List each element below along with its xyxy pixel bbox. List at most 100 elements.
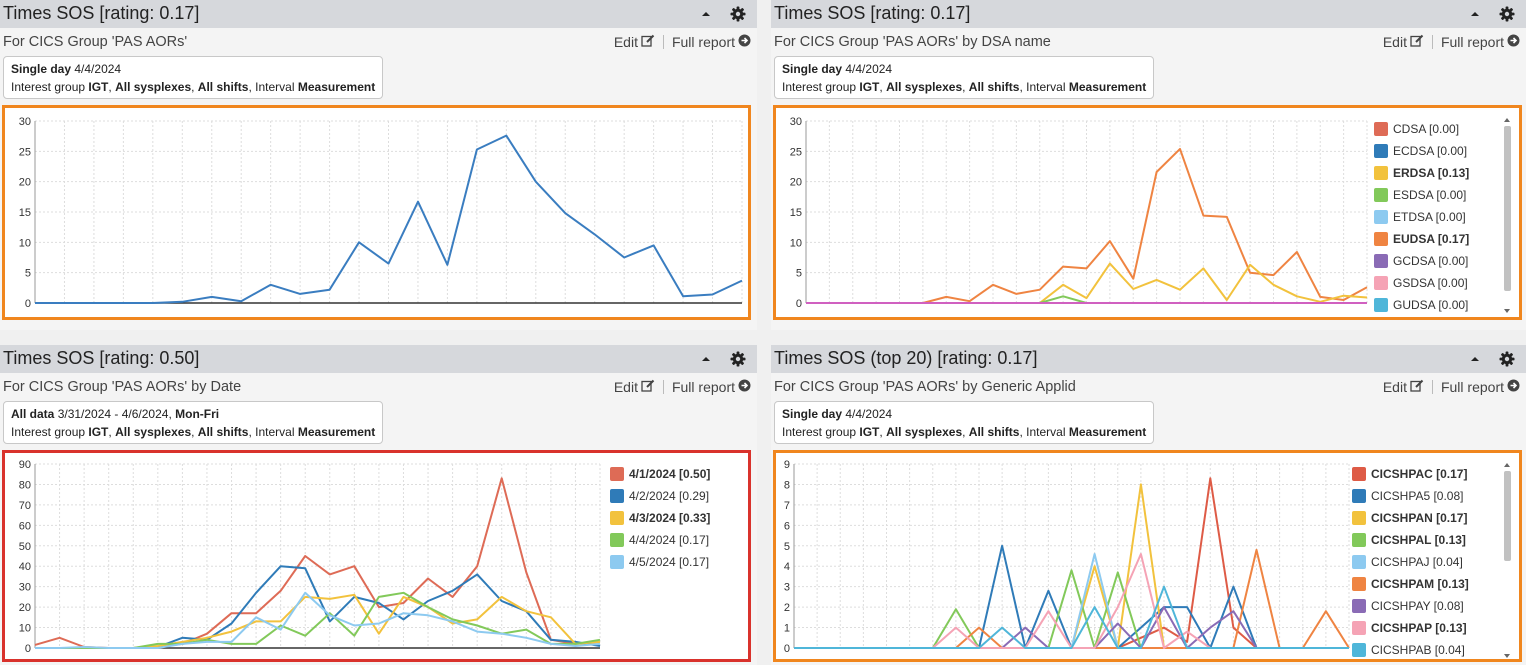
legend-item[interactable]: CICSHPAM [0.13]: [1352, 573, 1469, 595]
scroll-thumb[interactable]: [1504, 471, 1511, 561]
legend-label: 4/1/2024 [0.50]: [629, 467, 711, 481]
series-line[interactable]: [794, 585, 1349, 649]
legend-item[interactable]: CICSHPAN [0.17]: [1352, 507, 1469, 529]
full-report-link-label: Full report: [1440, 379, 1504, 395]
line-chart: 0 5 10 15 20 25 30: [19, 116, 743, 310]
y-tick-label: 7: [784, 500, 790, 512]
series-line[interactable]: [35, 591, 601, 649]
panel-title: Times SOS [rating: 0.17]: [774, 3, 971, 23]
filter-info-box[interactable]: Single day 4/4/2024 Interest group IGT, A…: [3, 56, 384, 99]
legend-scrollbar[interactable]: [1503, 118, 1513, 313]
filter-group-line: Interest group IGT, All sysplexes, All s…: [11, 425, 376, 439]
legend-item[interactable]: ETDSA [0.00]: [1374, 206, 1469, 228]
scroll-down-arrow[interactable]: [1504, 654, 1510, 658]
series-line[interactable]: [35, 134, 743, 304]
full-report-link[interactable]: Full report: [672, 34, 751, 50]
gear-icon[interactable]: [729, 5, 747, 23]
sysplex-value: All sysplexes: [115, 425, 192, 439]
legend-label: CICSHPAJ [0.04]: [1371, 555, 1463, 569]
filter-info-box[interactable]: Single day 4/4/2024 Interest group IGT, A…: [774, 401, 1155, 444]
legend-item[interactable]: ESDSA [0.00]: [1374, 184, 1469, 206]
interval-value: Measurement: [297, 80, 376, 94]
legend-item[interactable]: ERDSA [0.13]: [1374, 162, 1469, 184]
series-line[interactable]: [35, 591, 601, 649]
interval-label: Interval: [255, 425, 295, 439]
edit-link[interactable]: Edit: [1383, 379, 1424, 395]
panel-title: Times SOS (top 20) [rating: 0.17]: [774, 348, 1038, 368]
scroll-up-arrow[interactable]: [1504, 463, 1510, 467]
sysplex-value: All sysplexes: [886, 80, 963, 94]
legend-item[interactable]: CICSHPAL [0.13]: [1352, 529, 1469, 551]
legend-swatch: [1352, 555, 1366, 569]
edit-link[interactable]: Edit: [614, 379, 655, 395]
filter-group-line: Interest group IGT, All sysplexes, All s…: [11, 80, 376, 94]
shifts-value: All shifts: [968, 80, 1020, 94]
legend-item[interactable]: CDSA [0.00]: [1374, 118, 1469, 140]
y-tick-label: 80: [19, 479, 31, 491]
legend-swatch: [1352, 577, 1366, 591]
full-report-link[interactable]: Full report: [672, 379, 751, 395]
collapse-up-icon[interactable]: [1468, 6, 1482, 22]
y-tick-label: 0: [25, 643, 31, 655]
interval-value: Measurement: [1068, 425, 1147, 439]
filter-info-box[interactable]: All data 3/31/2024 - 4/6/2024, Mon-Fri In…: [3, 401, 384, 444]
legend-item[interactable]: EUDSA [0.17]: [1374, 228, 1469, 250]
y-tick-label: 6: [784, 520, 790, 532]
legend-item[interactable]: 4/1/2024 [0.50]: [610, 463, 710, 485]
full-report-link[interactable]: Full report: [1441, 379, 1520, 395]
legend-item[interactable]: GCDSA [0.00]: [1374, 250, 1469, 272]
series-line[interactable]: [34, 477, 601, 649]
filter-range-type: Single day: [11, 62, 72, 76]
scroll-thumb[interactable]: [1504, 126, 1511, 291]
legend-item[interactable]: CICSHPAJ [0.04]: [1352, 551, 1469, 573]
collapse-up-icon[interactable]: [1468, 351, 1482, 367]
line-chart: 0 5 10 15 20 25 30: [790, 116, 1368, 310]
interest-group-label: Interest group: [11, 425, 86, 439]
filter-info-box[interactable]: Single day 4/4/2024 Interest group IGT, A…: [774, 56, 1155, 99]
series-line[interactable]: [794, 477, 1349, 649]
panel-subtitle: For CICS Group 'PAS AORs': [3, 34, 188, 50]
collapse-up-icon[interactable]: [699, 6, 713, 22]
filter-date: 4/4/2024: [845, 62, 893, 76]
filter-range-type: Single day: [782, 62, 843, 76]
gear-icon[interactable]: [1498, 350, 1516, 368]
legend-scrollbar[interactable]: [1503, 463, 1513, 658]
panel-times-sos-by-applid: Times SOS (top 20) [rating: 0.17] For CIC…: [771, 345, 1526, 665]
filter-range-type: Single day: [782, 407, 843, 421]
panel-links: Edit Full report: [614, 379, 751, 395]
y-tick-label: 0: [25, 298, 31, 310]
legend-item[interactable]: GSDSA [0.00]: [1374, 272, 1469, 294]
y-tick-label: 15: [19, 207, 31, 219]
y-tick-label: 0: [784, 643, 790, 655]
scroll-down-arrow[interactable]: [1504, 309, 1510, 313]
interest-group-value: IGT: [859, 425, 880, 439]
filter-date: 4/4/2024: [74, 62, 122, 76]
panel-subtitle: For CICS Group 'PAS AORs' by Generic App…: [774, 379, 1076, 395]
legend-item[interactable]: 4/3/2024 [0.33]: [610, 507, 710, 529]
legend-item[interactable]: 4/2/2024 [0.29]: [610, 485, 710, 507]
filter-date-line: All data 3/31/2024 - 4/6/2024, Mon-Fri: [11, 405, 375, 423]
filter-days: Mon-Fri: [175, 407, 220, 421]
legend-swatch: [1352, 621, 1366, 635]
edit-link[interactable]: Edit: [1383, 34, 1424, 50]
gear-icon[interactable]: [729, 350, 747, 368]
scroll-up-arrow[interactable]: [1504, 118, 1510, 122]
edit-link[interactable]: Edit: [614, 34, 655, 50]
full-report-link[interactable]: Full report: [1441, 34, 1520, 50]
legend-item[interactable]: CICSHPAB [0.04]: [1352, 639, 1469, 661]
filter-date: 3/31/2024 - 4/6/2024,: [57, 407, 172, 421]
y-tick-label: 5: [796, 268, 802, 280]
legend-item[interactable]: 4/5/2024 [0.17]: [610, 551, 710, 573]
legend-item[interactable]: 4/4/2024 [0.17]: [610, 529, 710, 551]
gear-icon[interactable]: [1498, 5, 1516, 23]
legend-item[interactable]: CICSHPA5 [0.08]: [1352, 485, 1469, 507]
interest-group-value: IGT: [859, 80, 880, 94]
legend-item[interactable]: GUDSA [0.00]: [1374, 294, 1469, 316]
legend-item[interactable]: CICSHPAY [0.08]: [1352, 595, 1469, 617]
shifts-value: All shifts: [197, 80, 249, 94]
collapse-up-icon[interactable]: [699, 351, 713, 367]
y-tick-label: 70: [19, 500, 31, 512]
legend-item[interactable]: ECDSA [0.00]: [1374, 140, 1469, 162]
legend-item[interactable]: CICSHPAC [0.17]: [1352, 463, 1469, 485]
legend-item[interactable]: CICSHPAP [0.13]: [1352, 617, 1469, 639]
